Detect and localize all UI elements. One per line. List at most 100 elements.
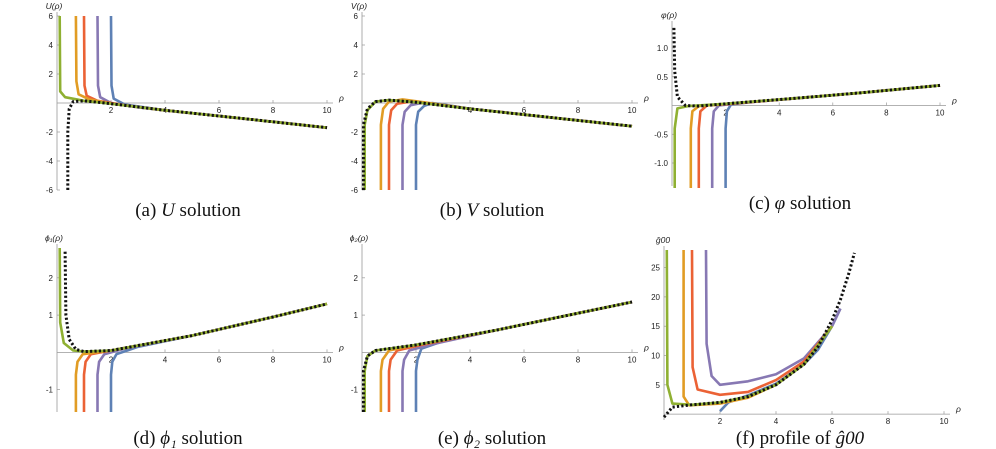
- y-tick-label: -2: [46, 128, 54, 137]
- x-axis-label: ρ: [955, 404, 961, 414]
- series-line-r0-0-7: [689, 84, 941, 188]
- y-tick-label: -1.0: [654, 159, 668, 168]
- series-line-r0-1-5: [704, 249, 842, 387]
- y-tick-label: 1.0: [657, 44, 669, 53]
- series-line-exact: [672, 27, 941, 108]
- x-tick-label: 6: [522, 355, 527, 364]
- series-line-r0-0-1: [673, 84, 941, 188]
- x-tick-label: 6: [217, 106, 222, 115]
- y-axis-label: U(ρ): [46, 1, 63, 11]
- series-line-r0-1-5: [96, 15, 328, 129]
- series-line-r0-1-5: [401, 101, 633, 190]
- y-tick-label: -1: [351, 386, 359, 395]
- x-axis-label: ρ: [643, 93, 649, 103]
- x-axis-label: ρ: [643, 342, 649, 352]
- x-tick-label: 10: [323, 106, 332, 115]
- y-tick-label: 2: [49, 70, 54, 79]
- x-tick-label: 4: [163, 355, 168, 364]
- caption-c: (c) φ solution: [749, 193, 852, 214]
- x-tick-label: 6: [831, 109, 836, 118]
- x-tick-label: 8: [576, 106, 581, 115]
- x-tick-label: 10: [936, 109, 945, 118]
- y-tick-label: 20: [651, 293, 660, 302]
- x-axis-label: ρ: [951, 96, 957, 106]
- caption-b: (b) V solution: [440, 200, 545, 221]
- y-tick-label: -0.5: [654, 130, 668, 139]
- y-axis-label: ϕ₂(ρ): [350, 233, 369, 243]
- series-line-r0-1-5: [401, 300, 633, 412]
- y-tick-label: -6: [46, 186, 54, 195]
- series-line-r0-2-0: [719, 308, 842, 413]
- x-tick-label: 4: [468, 355, 473, 364]
- x-tick-label: 2: [109, 355, 114, 364]
- series-line-exact: [361, 300, 633, 412]
- panel-c: 2 4 6 8 10ρ-1.0-0.50.51.0φ(ρ)(c) φ solution: [654, 10, 957, 214]
- x-tick-label: 2: [109, 106, 114, 115]
- caption-d: (d) ϕ₁ solution: [133, 428, 243, 449]
- y-axis-label: ϕ₁(ρ): [45, 233, 63, 243]
- series-line-r0-1-0: [82, 302, 328, 412]
- series-line-r0-0-1: [58, 15, 328, 129]
- y-tick-label: 4: [354, 41, 359, 50]
- series-line-exact: [662, 252, 856, 419]
- y-axis-label: ĝ00: [656, 235, 670, 245]
- y-tick-label: 1: [49, 311, 54, 320]
- x-tick-label: 10: [628, 355, 637, 364]
- series-line-r0-1-0: [82, 15, 328, 129]
- x-tick-label: 8: [576, 355, 581, 364]
- y-tick-label: -4: [351, 157, 359, 166]
- series-line-r0-1-0: [690, 249, 834, 397]
- y-tick-label: 10: [651, 352, 660, 361]
- caption-f: (f) profile of ĝ00: [736, 428, 865, 449]
- panel-f: 2 4 6 8 10 ρ 5 10 15 20 25 ĝ00 (f) profile of ĝ00: [651, 235, 961, 449]
- series-line-r0-1-0: [697, 84, 941, 188]
- x-tick-label: 8: [886, 417, 891, 426]
- y-tick-label: 2: [354, 274, 359, 283]
- y-tick-label: -2: [351, 128, 359, 137]
- caption-e: (e) ϕ₂ solution: [438, 428, 547, 449]
- x-tick-label: 6: [522, 106, 527, 115]
- x-tick-label: 6: [217, 355, 222, 364]
- series-line-r0-0-1: [665, 249, 834, 407]
- x-tick-label: 8: [271, 355, 276, 364]
- x-axis-label: ρ: [338, 342, 344, 352]
- x-tick-label: 6: [830, 417, 835, 426]
- y-tick-label: 0.5: [657, 73, 669, 82]
- y-tick-label: 2: [354, 70, 359, 79]
- y-tick-label: 6: [49, 12, 54, 21]
- y-axis-label: V(ρ): [351, 1, 367, 11]
- series-line-r0-0-1: [58, 247, 328, 353]
- y-tick-label: 1: [354, 311, 359, 320]
- series-line-r0-0-7: [74, 15, 328, 129]
- series-line-r0-1-5: [96, 302, 328, 412]
- caption-a: (a) U solution: [135, 200, 241, 221]
- x-tick-label: 4: [777, 109, 782, 118]
- y-tick-label: 25: [651, 264, 660, 273]
- y-tick-label: -4: [46, 157, 54, 166]
- y-tick-label: -1: [46, 386, 54, 395]
- y-tick-label: 4: [49, 41, 54, 50]
- x-tick-label: 2: [718, 417, 723, 426]
- x-tick-label: 10: [323, 355, 332, 364]
- panel-d: 2 4 6 8 10 ρ -1 1 2 ϕ₁(ρ) (d) ϕ₁ solution: [45, 233, 344, 449]
- x-tick-label: 4: [774, 417, 779, 426]
- x-axis-label: ρ: [338, 93, 344, 103]
- series-line-exact: [361, 98, 633, 190]
- x-tick-label: 8: [884, 109, 889, 118]
- x-tick-label: 8: [271, 106, 276, 115]
- series-line-r0-1-0: [387, 300, 633, 412]
- y-axis-label: φ(ρ): [661, 10, 677, 20]
- x-tick-label: 10: [940, 417, 949, 426]
- y-tick-label: 6: [354, 12, 359, 21]
- series-line-exact: [63, 251, 328, 354]
- x-tick-label: 4: [468, 106, 473, 115]
- y-tick-label: 5: [656, 381, 661, 390]
- x-tick-label: 10: [628, 106, 637, 115]
- y-tick-label: 15: [651, 322, 660, 331]
- y-tick-label: -6: [351, 186, 359, 195]
- series-line-r0-1-0: [387, 100, 633, 190]
